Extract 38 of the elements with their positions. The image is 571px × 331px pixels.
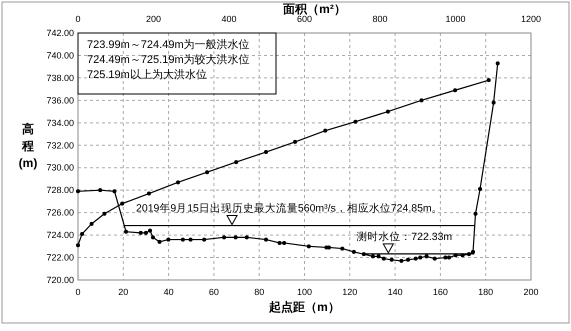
y-tick-label: 726.00 [46,208,74,218]
annotation: 2019年9月15日出现历史最大流量560m³/s，相应水位724.85m。 [136,202,443,215]
x-tick-label: 120 [342,287,358,297]
x-tick-label: 200 [523,287,539,297]
x-tick-label: 80 [254,287,264,297]
annotation: 725.19m以上为大洪水位 [87,68,207,81]
y-tick-label: 720.00 [46,275,74,285]
y-tick-label: 740.00 [46,50,74,60]
x-tick-label: 0 [75,287,81,297]
x2-tick-label: 400 [221,14,237,24]
x-tick-label: 160 [432,287,448,297]
y-tick-label: 722.00 [46,252,74,263]
y-axis-title: 高程(m) [18,122,38,170]
y-tick-label: 734.00 [46,118,74,128]
x-tick-label: 180 [478,287,494,297]
x-tick-label: 60 [208,287,219,297]
annotation: 723.99m～724.49m为一般洪水位 [87,38,250,51]
x-tick-label: 40 [164,287,174,297]
y-tick-label: 742.00 [46,28,74,38]
y-tick-label: 736.00 [46,95,74,106]
y-tick-label: 728.00 [46,185,74,196]
x-tick-label: 140 [388,287,403,297]
x2-tick-label: 800 [372,14,388,24]
annotation: 724.49m～725.19m为较大洪水位 [87,53,250,66]
y-tick-label: 732.00 [46,140,74,150]
x2-axis-title: 面积（m²） [282,2,346,16]
y-tick-label: 724.00 [46,230,74,240]
annotation: 测时水位：722.33m [356,230,452,243]
x-tick-label: 100 [296,287,312,297]
y-tick-label: 730.00 [46,162,74,173]
x-tick-label: 20 [118,287,128,297]
x2-tick-label: 200 [146,14,162,24]
x2-tick-label: 0 [75,14,81,24]
x2-tick-label: 1200 [520,14,542,24]
y-tick-label: 738.00 [46,72,74,83]
x2-tick-label: 1000 [445,14,466,24]
x-axis-title: 起点距（m） [268,300,340,314]
x2-tick-label: 600 [296,14,312,24]
